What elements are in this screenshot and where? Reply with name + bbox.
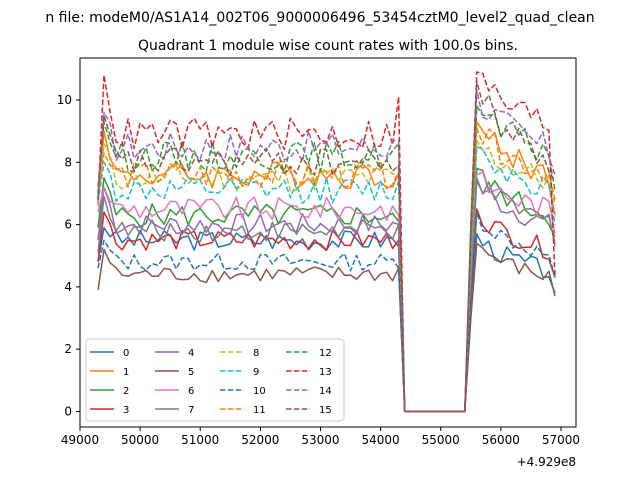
legend-label-4: 4	[188, 348, 194, 359]
figure-title: n file: modeM0/AS1A14_002T06_9000006496_…	[45, 10, 594, 26]
legend-label-0: 0	[123, 348, 129, 359]
legend-label-6: 6	[188, 386, 194, 397]
legend-label-5: 5	[188, 367, 194, 378]
legend-label-3: 3	[123, 405, 129, 416]
y-tick-label: 6	[64, 218, 72, 232]
legend-label-12: 12	[319, 348, 332, 359]
x-tick-label: 57000	[542, 433, 580, 447]
x-tick-label: 51000	[181, 433, 219, 447]
legend-label-9: 9	[253, 367, 259, 378]
y-tick-label: 2	[64, 342, 72, 356]
legend-label-2: 2	[123, 386, 129, 397]
legend-label-8: 8	[253, 348, 259, 359]
y-tick-label: 8	[64, 155, 72, 169]
series-line-3	[97, 208, 556, 413]
legend-label-1: 1	[123, 367, 129, 378]
x-offset-label: +4.929e8	[517, 455, 576, 469]
x-tick-label: 55000	[422, 433, 460, 447]
legend-label-7: 7	[188, 405, 194, 416]
x-tick-label: 53000	[301, 433, 339, 447]
legend-label-14: 14	[319, 386, 332, 397]
legend-label-15: 15	[319, 405, 332, 416]
axes-layer: 49000 50000 51000 52000 53000 54000 55000 56000…	[57, 93, 580, 447]
x-tick-label: 54000	[362, 433, 400, 447]
y-tick-label: 10	[57, 93, 72, 107]
x-tick-label: 56000	[482, 433, 520, 447]
legend-label-11: 11	[253, 405, 266, 416]
y-tick-label: 4	[64, 280, 72, 294]
series-line-2	[97, 167, 556, 413]
plot-frame	[79, 57, 577, 428]
series-line-10	[97, 211, 556, 413]
series-layer	[97, 71, 556, 413]
series-line-15	[97, 80, 556, 413]
x-tick-label: 49000	[61, 433, 99, 447]
series-line-14	[97, 89, 556, 413]
series-line-11	[97, 127, 556, 413]
legend-box	[85, 338, 345, 422]
series-line-8	[97, 139, 556, 413]
series-line-13	[97, 71, 556, 413]
series-line-6	[97, 171, 556, 413]
chart-title: Quadrant 1 module wise count rates with …	[138, 38, 518, 54]
legend-label-10: 10	[253, 386, 266, 397]
series-line-9	[97, 145, 556, 413]
legend-label-13: 13	[319, 367, 332, 378]
x-tick-label: 50000	[121, 433, 159, 447]
series-line-7	[97, 177, 556, 413]
series-line-5	[97, 242, 556, 413]
series-line-1	[97, 121, 556, 413]
y-tick-label: 0	[64, 404, 72, 418]
x-tick-label: 52000	[241, 433, 279, 447]
